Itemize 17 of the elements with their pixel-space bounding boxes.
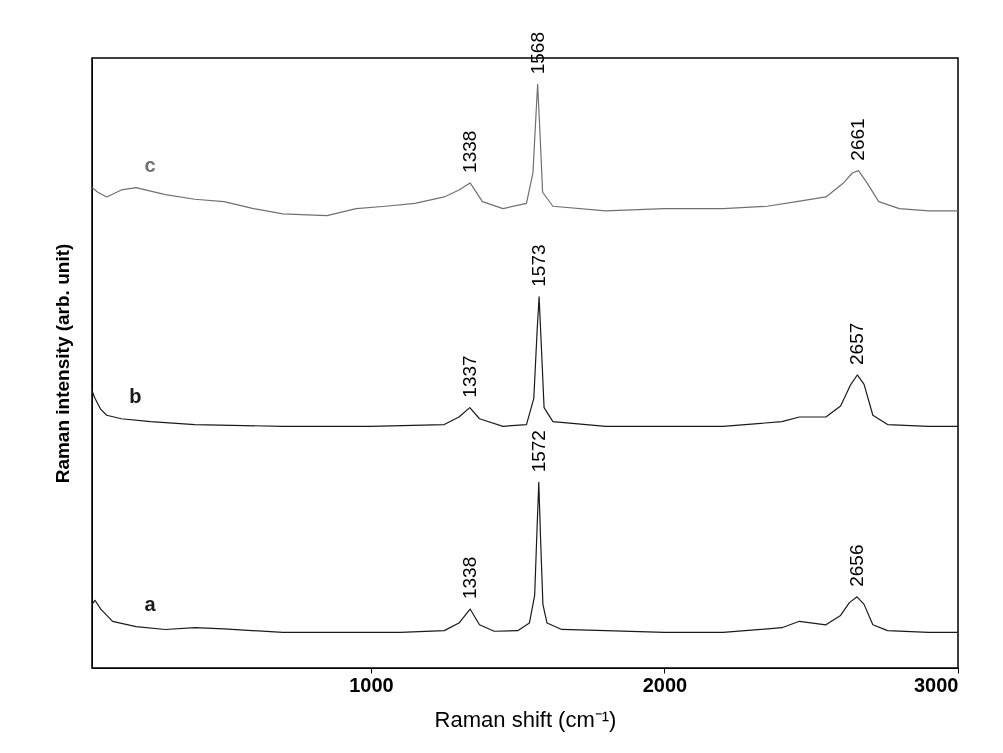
annotation: 2656	[846, 544, 868, 587]
x-tick-label: 1000	[349, 673, 394, 696]
annotation: 1573	[528, 244, 550, 287]
series-label: b	[129, 384, 142, 407]
y-axis-title: Raman intensity (arb. unit)	[51, 243, 73, 484]
x-tick-label: 2000	[642, 673, 688, 696]
x-tick-label: 3000	[914, 673, 959, 696]
series-label: c	[144, 153, 156, 176]
x-axis-title: Raman shift (cm⁻¹)	[434, 706, 617, 732]
annotation: 1338	[459, 556, 481, 600]
annotation: 1338	[459, 130, 481, 173]
annotation: 1568	[526, 31, 548, 75]
annotation: 1572	[527, 430, 549, 473]
annotation: 2661	[847, 118, 869, 161]
annotation: 2657	[846, 322, 868, 365]
annotation: 1337	[458, 355, 480, 398]
series-label: a	[144, 592, 157, 615]
